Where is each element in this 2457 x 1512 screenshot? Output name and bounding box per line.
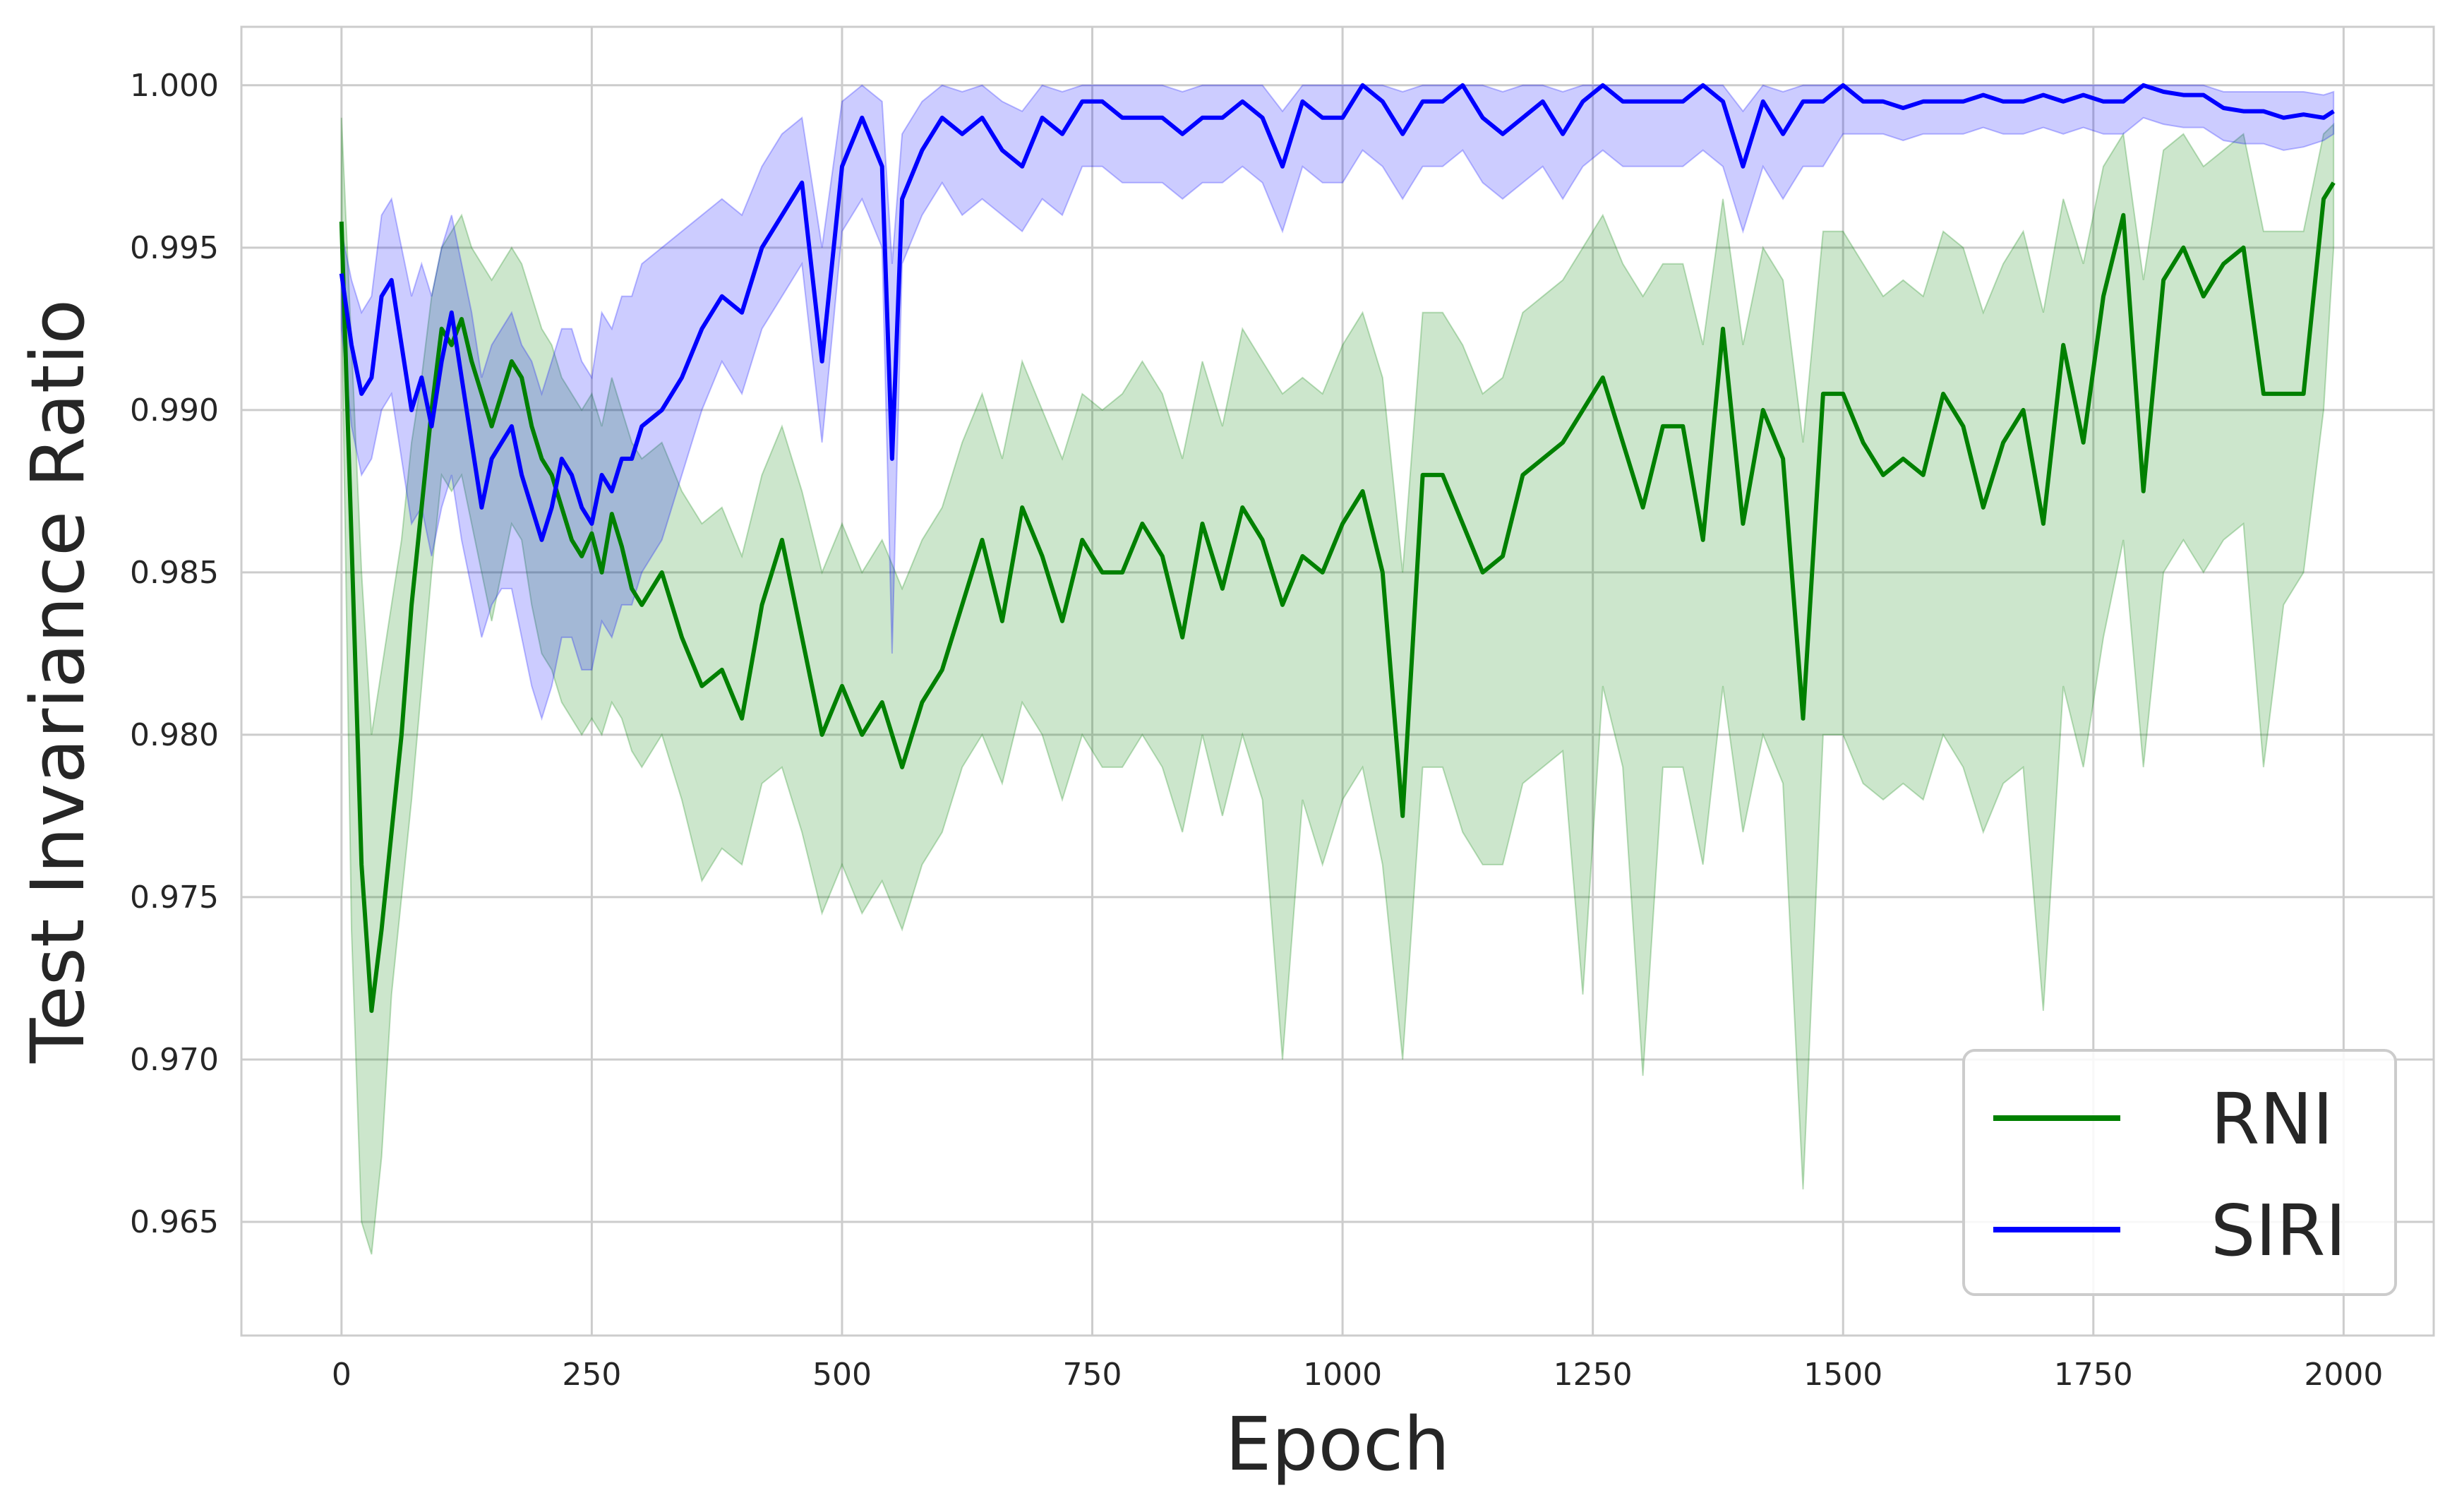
- y-tick-label: 0.995: [130, 230, 219, 266]
- legend-label-siri: SIRI: [2211, 1189, 2346, 1272]
- x-tick-label: 1000: [1303, 1357, 1382, 1393]
- y-tick-label: 0.980: [130, 717, 219, 753]
- y-axis-title: Test Invariance Ratio: [15, 299, 101, 1064]
- series-lines: [339, 83, 2336, 1013]
- x-tick-label: 0: [332, 1357, 352, 1393]
- y-tick-label: 1.000: [130, 68, 219, 104]
- band-siri: [340, 84, 2335, 721]
- x-tick-label: 2000: [2304, 1357, 2383, 1393]
- x-axis-ticks: 0 250 500 750 1000 1250 1500 1750 2000: [332, 1357, 2384, 1393]
- x-tick-label: 1250: [1554, 1357, 1633, 1393]
- legend-box: [1962, 1049, 2397, 1296]
- x-tick-label: 1750: [2054, 1357, 2133, 1393]
- confidence-bands: [340, 84, 2335, 1255]
- y-tick-label: 0.975: [130, 880, 219, 916]
- plot-frame: [240, 25, 2435, 1337]
- band-rni: [340, 117, 2335, 1255]
- y-tick-label: 0.970: [130, 1042, 219, 1078]
- y-axis-ticks: 0.965 0.970 0.975 0.980 0.985 0.990 0.995 1.000: [130, 68, 219, 1240]
- x-tick-label: 750: [1063, 1357, 1122, 1393]
- x-tick-label: 500: [812, 1357, 872, 1393]
- x-axis-title: Epoch: [1225, 1401, 1450, 1487]
- x-tick-label: 1500: [1803, 1357, 1882, 1393]
- y-tick-label: 0.965: [130, 1204, 219, 1240]
- x-tick-label: 250: [562, 1357, 621, 1393]
- y-tick-label: 0.985: [130, 555, 219, 591]
- y-tick-label: 0.990: [130, 392, 219, 428]
- legend-label-rni: RNI: [2211, 1078, 2333, 1160]
- legend: RNI SIRI: [1962, 1049, 2397, 1296]
- line-siri: [339, 83, 2335, 542]
- line-rni: [339, 181, 2336, 1013]
